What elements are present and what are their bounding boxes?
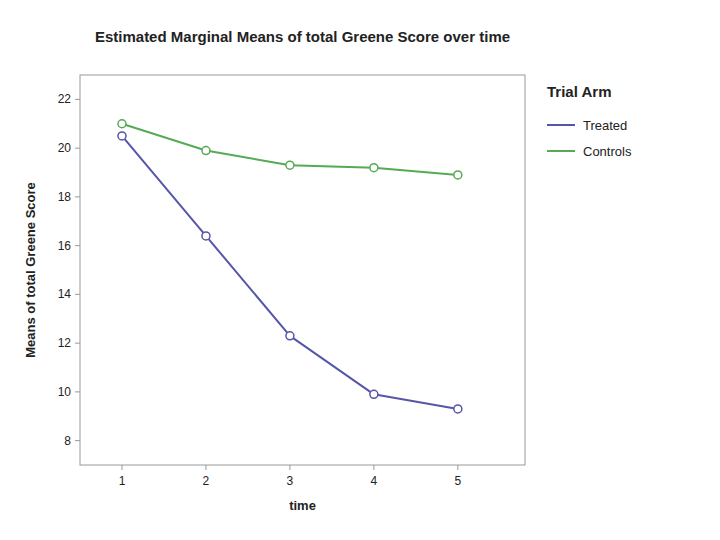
x-tick: [373, 465, 374, 470]
y-tick-label: 18: [58, 190, 72, 204]
y-tick: [75, 99, 80, 100]
y-tick: [75, 440, 80, 441]
series-line: [122, 136, 458, 409]
x-tick-label: 3: [287, 474, 294, 488]
y-tick-label: 10: [58, 385, 72, 399]
y-axis: 8 10 12 14 16 18 20 22: [58, 92, 80, 447]
y-tick-label: 12: [58, 336, 72, 350]
chart-container: 12345810121416182022Estimated Marginal M…: [0, 0, 720, 540]
plot-data: [118, 120, 462, 413]
series-point: [454, 171, 462, 179]
series-point: [202, 232, 210, 240]
y-axis-label: Means of total Greene Score: [23, 182, 38, 358]
series-point: [454, 405, 462, 413]
series-point: [370, 390, 378, 398]
y-tick-label: 22: [58, 92, 72, 106]
x-tick-label: 5: [454, 474, 461, 488]
x-tick: [457, 465, 458, 470]
x-axis: 1 2 3 4 5: [119, 465, 462, 488]
y-tick: [75, 245, 80, 246]
y-tick-label: 20: [58, 141, 72, 155]
legend-swatch: [547, 124, 575, 126]
series-point: [370, 164, 378, 172]
y-tick: [75, 196, 80, 197]
y-tick: [75, 294, 80, 295]
series-point: [118, 132, 126, 140]
legend-title: Trial Arm: [547, 83, 611, 100]
x-tick-label: 4: [371, 474, 378, 488]
x-axis-label: time: [289, 498, 316, 513]
x-tick: [289, 465, 290, 470]
y-tick: [75, 391, 80, 392]
y-tick-label: 16: [58, 239, 72, 253]
series-point: [286, 332, 294, 340]
chart-title: Estimated Marginal Means of total Greene…: [95, 28, 510, 45]
x-tick-label: 1: [119, 474, 126, 488]
series-line: [122, 124, 458, 175]
y-tick: [75, 343, 80, 344]
series-point: [286, 161, 294, 169]
x-tick: [205, 465, 206, 470]
y-tick-label: 8: [64, 434, 71, 448]
legend-swatch: [547, 150, 575, 152]
legend-label: Treated: [583, 118, 627, 133]
legend: Trial Arm Treated Controls: [547, 83, 632, 159]
x-tick: [121, 465, 122, 470]
x-tick-label: 2: [203, 474, 210, 488]
y-tick-label: 14: [58, 287, 72, 301]
plot-frame: [80, 75, 525, 465]
series-point: [202, 147, 210, 155]
chart-svg: 12345810121416182022Estimated Marginal M…: [0, 0, 720, 540]
legend-label: Controls: [583, 144, 632, 159]
y-tick: [75, 148, 80, 149]
series-point: [118, 120, 126, 128]
